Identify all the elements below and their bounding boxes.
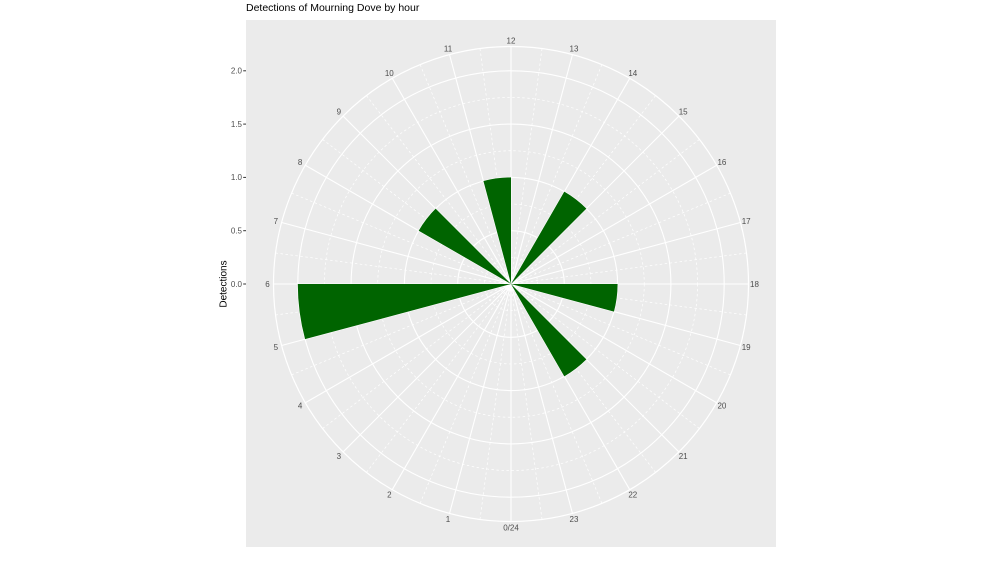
- outer-axis-circle: [272, 45, 750, 523]
- grid-spoke-major: [510, 283, 574, 514]
- hour-label-10: 10: [385, 69, 394, 78]
- grid-spoke-major: [305, 283, 512, 404]
- radial-tick-label-1.5: 1.5: [231, 120, 243, 129]
- bar-wedge-hour-5: [297, 284, 511, 340]
- hour-label-17: 17: [742, 217, 751, 226]
- hour-label-21: 21: [679, 452, 688, 461]
- hour-label-14: 14: [628, 69, 637, 78]
- bar-wedge-hour-11: [483, 177, 511, 284]
- grid-spoke-major: [448, 54, 512, 285]
- radial-tick-label-2.0: 2.0: [231, 67, 243, 76]
- hour-label-8: 8: [298, 158, 303, 167]
- hour-label-1: 1: [446, 515, 451, 524]
- bar-wedge-hour-21: [511, 284, 587, 377]
- grid-spoke-major: [510, 283, 717, 404]
- hour-label-12: 12: [507, 36, 516, 45]
- hour-label-18: 18: [750, 280, 759, 289]
- hour-label-13: 13: [570, 45, 579, 54]
- grid-spoke-major: [510, 54, 574, 285]
- hour-label-16: 16: [717, 158, 726, 167]
- radial-tick-label-0.0: 0.0: [231, 280, 243, 289]
- grid-spoke-major: [391, 283, 512, 490]
- hour-label-2: 2: [387, 491, 392, 500]
- hour-label-22: 22: [628, 491, 637, 500]
- bar-wedge-hour-14: [511, 191, 587, 284]
- bar-wedge-hour-18: [511, 284, 618, 312]
- radial-tick-label-0.5: 0.5: [231, 227, 243, 236]
- hour-label-7: 7: [274, 217, 279, 226]
- grid-spoke-major: [510, 221, 741, 285]
- hour-label-11: 11: [444, 45, 453, 54]
- grid-spoke-major: [510, 164, 717, 285]
- grid-spoke-major: [281, 283, 512, 347]
- hour-label-6: 6: [265, 280, 270, 289]
- hour-label-5: 5: [274, 343, 279, 352]
- grid-spoke-major: [510, 283, 741, 347]
- grid-spoke-major: [342, 283, 512, 453]
- hour-label-0-24: 0/24: [503, 523, 519, 532]
- grid-spoke-major: [391, 78, 512, 285]
- hour-label-19: 19: [742, 343, 751, 352]
- grid-spoke-major: [448, 283, 512, 514]
- hour-label-15: 15: [679, 108, 688, 117]
- hour-label-4: 4: [298, 402, 303, 411]
- grid-spoke-major: [281, 221, 512, 285]
- hour-label-3: 3: [337, 452, 342, 461]
- hour-label-20: 20: [717, 402, 726, 411]
- chart-title: Detections of Mourning Dove by hour: [246, 2, 420, 14]
- hour-label-23: 23: [570, 515, 579, 524]
- bar-wedge-hour-8: [418, 208, 511, 284]
- radial-tick-label-1.0: 1.0: [231, 173, 243, 182]
- hour-label-9: 9: [337, 108, 342, 117]
